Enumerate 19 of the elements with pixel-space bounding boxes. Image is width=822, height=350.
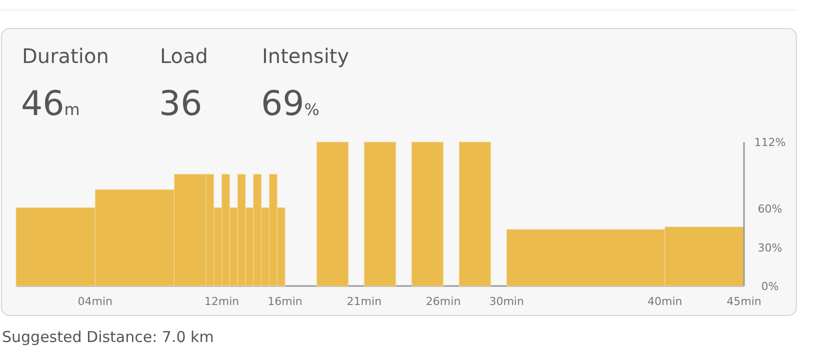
x-tick-label: 45min	[726, 295, 762, 308]
x-tick-label: 12min	[204, 295, 240, 308]
text: 46m	[21, 84, 80, 124]
text: Intensity	[262, 44, 350, 68]
text: 69%	[261, 84, 320, 124]
text: Load	[160, 44, 208, 68]
x-tick-label: 26min	[426, 295, 461, 308]
text: Duration	[22, 44, 109, 68]
text: Suggested Distance: 7.0 km	[2, 328, 214, 346]
y-tick-label: 60%	[758, 202, 782, 216]
y-tick-label: 30%	[758, 241, 782, 254]
x-tick-label: 30min	[489, 295, 524, 308]
y-tick-label: 112%	[754, 136, 786, 149]
text: 36	[159, 84, 202, 124]
y-tick-label: 0%	[761, 280, 779, 293]
x-tick-label: 40min	[647, 295, 682, 308]
x-tick-label: 21min	[346, 295, 382, 308]
x-tick-label: 16min	[268, 295, 302, 308]
x-tick-label: 04min	[78, 295, 113, 308]
